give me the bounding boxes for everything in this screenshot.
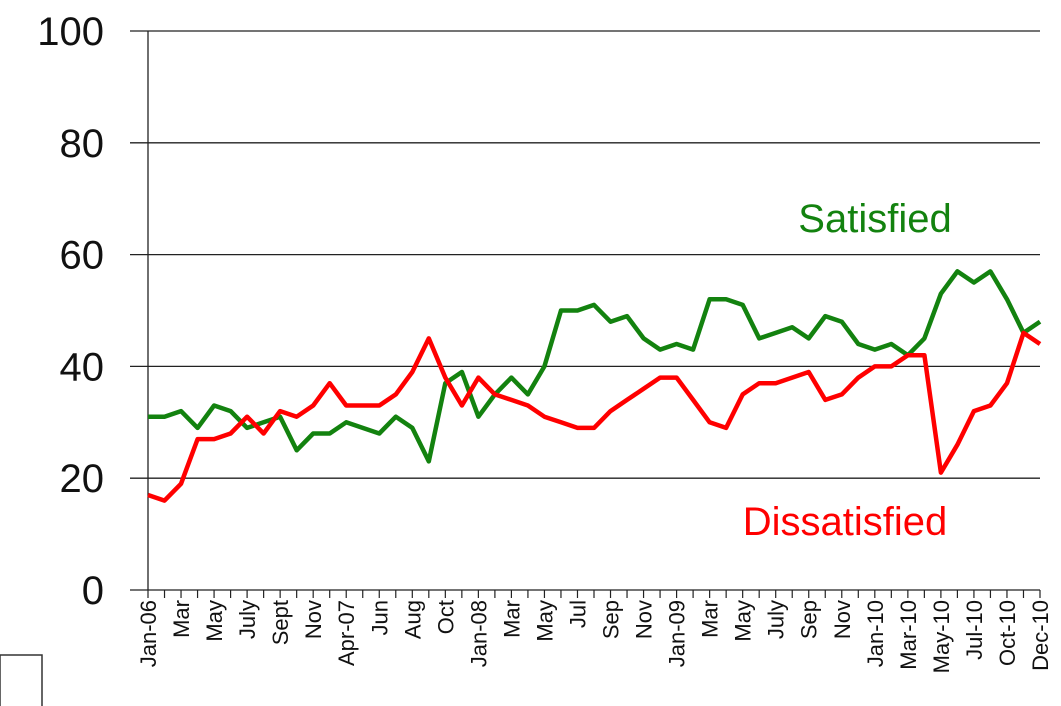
- x-tick-label: Mar-10: [896, 600, 921, 670]
- x-tick-label: Sept: [268, 600, 293, 645]
- x-tick-label: May-10: [929, 600, 954, 673]
- x-tick-label: Nov: [830, 600, 855, 639]
- x-tick-label: Jun: [367, 600, 392, 635]
- x-tick-label: Oct-10: [995, 600, 1020, 666]
- x-tick-label: Mar: [698, 600, 723, 638]
- x-tick-label: Dec-10: [1028, 600, 1053, 671]
- x-tick-label: May: [532, 600, 557, 642]
- x-tick-label: Jan-10: [863, 600, 888, 667]
- x-tick-label: Jan-09: [665, 600, 690, 667]
- x-tick-label: May: [202, 600, 227, 642]
- x-tick-label: Sep: [797, 600, 822, 639]
- x-tick-label: Mar: [499, 600, 524, 638]
- series-line: [147, 330, 1042, 503]
- y-tick-label: 40: [60, 345, 105, 389]
- x-tick-label: Jan-08: [466, 600, 491, 667]
- x-tick-label: Jul: [565, 600, 590, 628]
- x-tick-label: Sep: [599, 600, 624, 639]
- x-tick-label: Jul-10: [962, 600, 987, 660]
- x-tick-label: Nov: [301, 600, 326, 639]
- series-line: [148, 269, 1042, 464]
- y-tick-label: 0: [82, 569, 104, 613]
- y-tick-label: 20: [60, 457, 105, 501]
- x-tick-label: Mar: [169, 600, 194, 638]
- x-tick-label: July: [235, 600, 260, 639]
- x-tick-label: Nov: [632, 600, 657, 639]
- x-tick-label: May: [731, 600, 756, 642]
- y-tick-label: 80: [60, 122, 105, 166]
- series-label: Dissatisfied: [743, 500, 948, 544]
- series-label: Satisfied: [798, 197, 951, 241]
- x-tick-label: July: [764, 600, 789, 639]
- x-tick-label: Jan-06: [136, 600, 161, 667]
- x-tick-label: Apr-07: [334, 600, 359, 666]
- x-tick-label: Oct: [433, 600, 458, 634]
- y-tick-label: 100: [37, 10, 104, 54]
- frame-box: [0, 654, 43, 706]
- x-tick-label: Aug: [400, 600, 425, 639]
- y-tick-label: 60: [60, 234, 105, 278]
